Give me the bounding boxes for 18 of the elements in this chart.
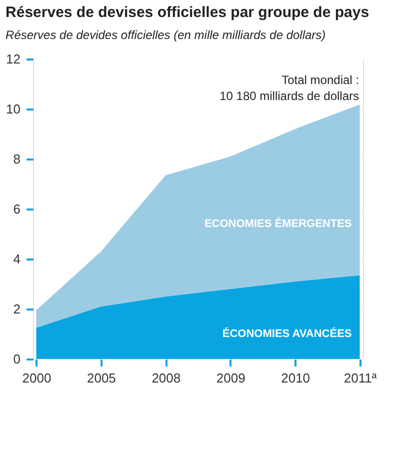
- y-tick-label: 10: [6, 102, 20, 116]
- annotation: Total mondial : 10 180 milliards de dollars: [220, 73, 359, 103]
- x-tick-label: 2010: [281, 370, 310, 386]
- x-tick-label: 2008: [152, 370, 181, 386]
- y-tick-label: 2: [13, 302, 20, 316]
- y-tick-label: 8: [13, 152, 20, 166]
- y-axis-title: Réserves de devides officielles (en mille milliards de dollars): [6, 28, 326, 42]
- chart-title: Réserves de devises officielles par groupe de pays: [6, 4, 370, 21]
- y-tick-label: 6: [13, 202, 20, 216]
- series-label: ECONOMIES ÉMERGENTES: [204, 217, 352, 230]
- x-tick-label: 2005: [86, 370, 116, 386]
- series-label: ÉCONOMIES AVANCÉES: [222, 326, 352, 340]
- x-tick-label: 2011ª: [344, 370, 377, 386]
- y-tick-label: 4: [13, 252, 20, 266]
- x-tick-label: 2000: [22, 370, 52, 386]
- y-tick-label: 12: [6, 52, 20, 66]
- y-tick-label: 0: [13, 352, 20, 366]
- x-tick-label: 2009: [216, 370, 246, 386]
